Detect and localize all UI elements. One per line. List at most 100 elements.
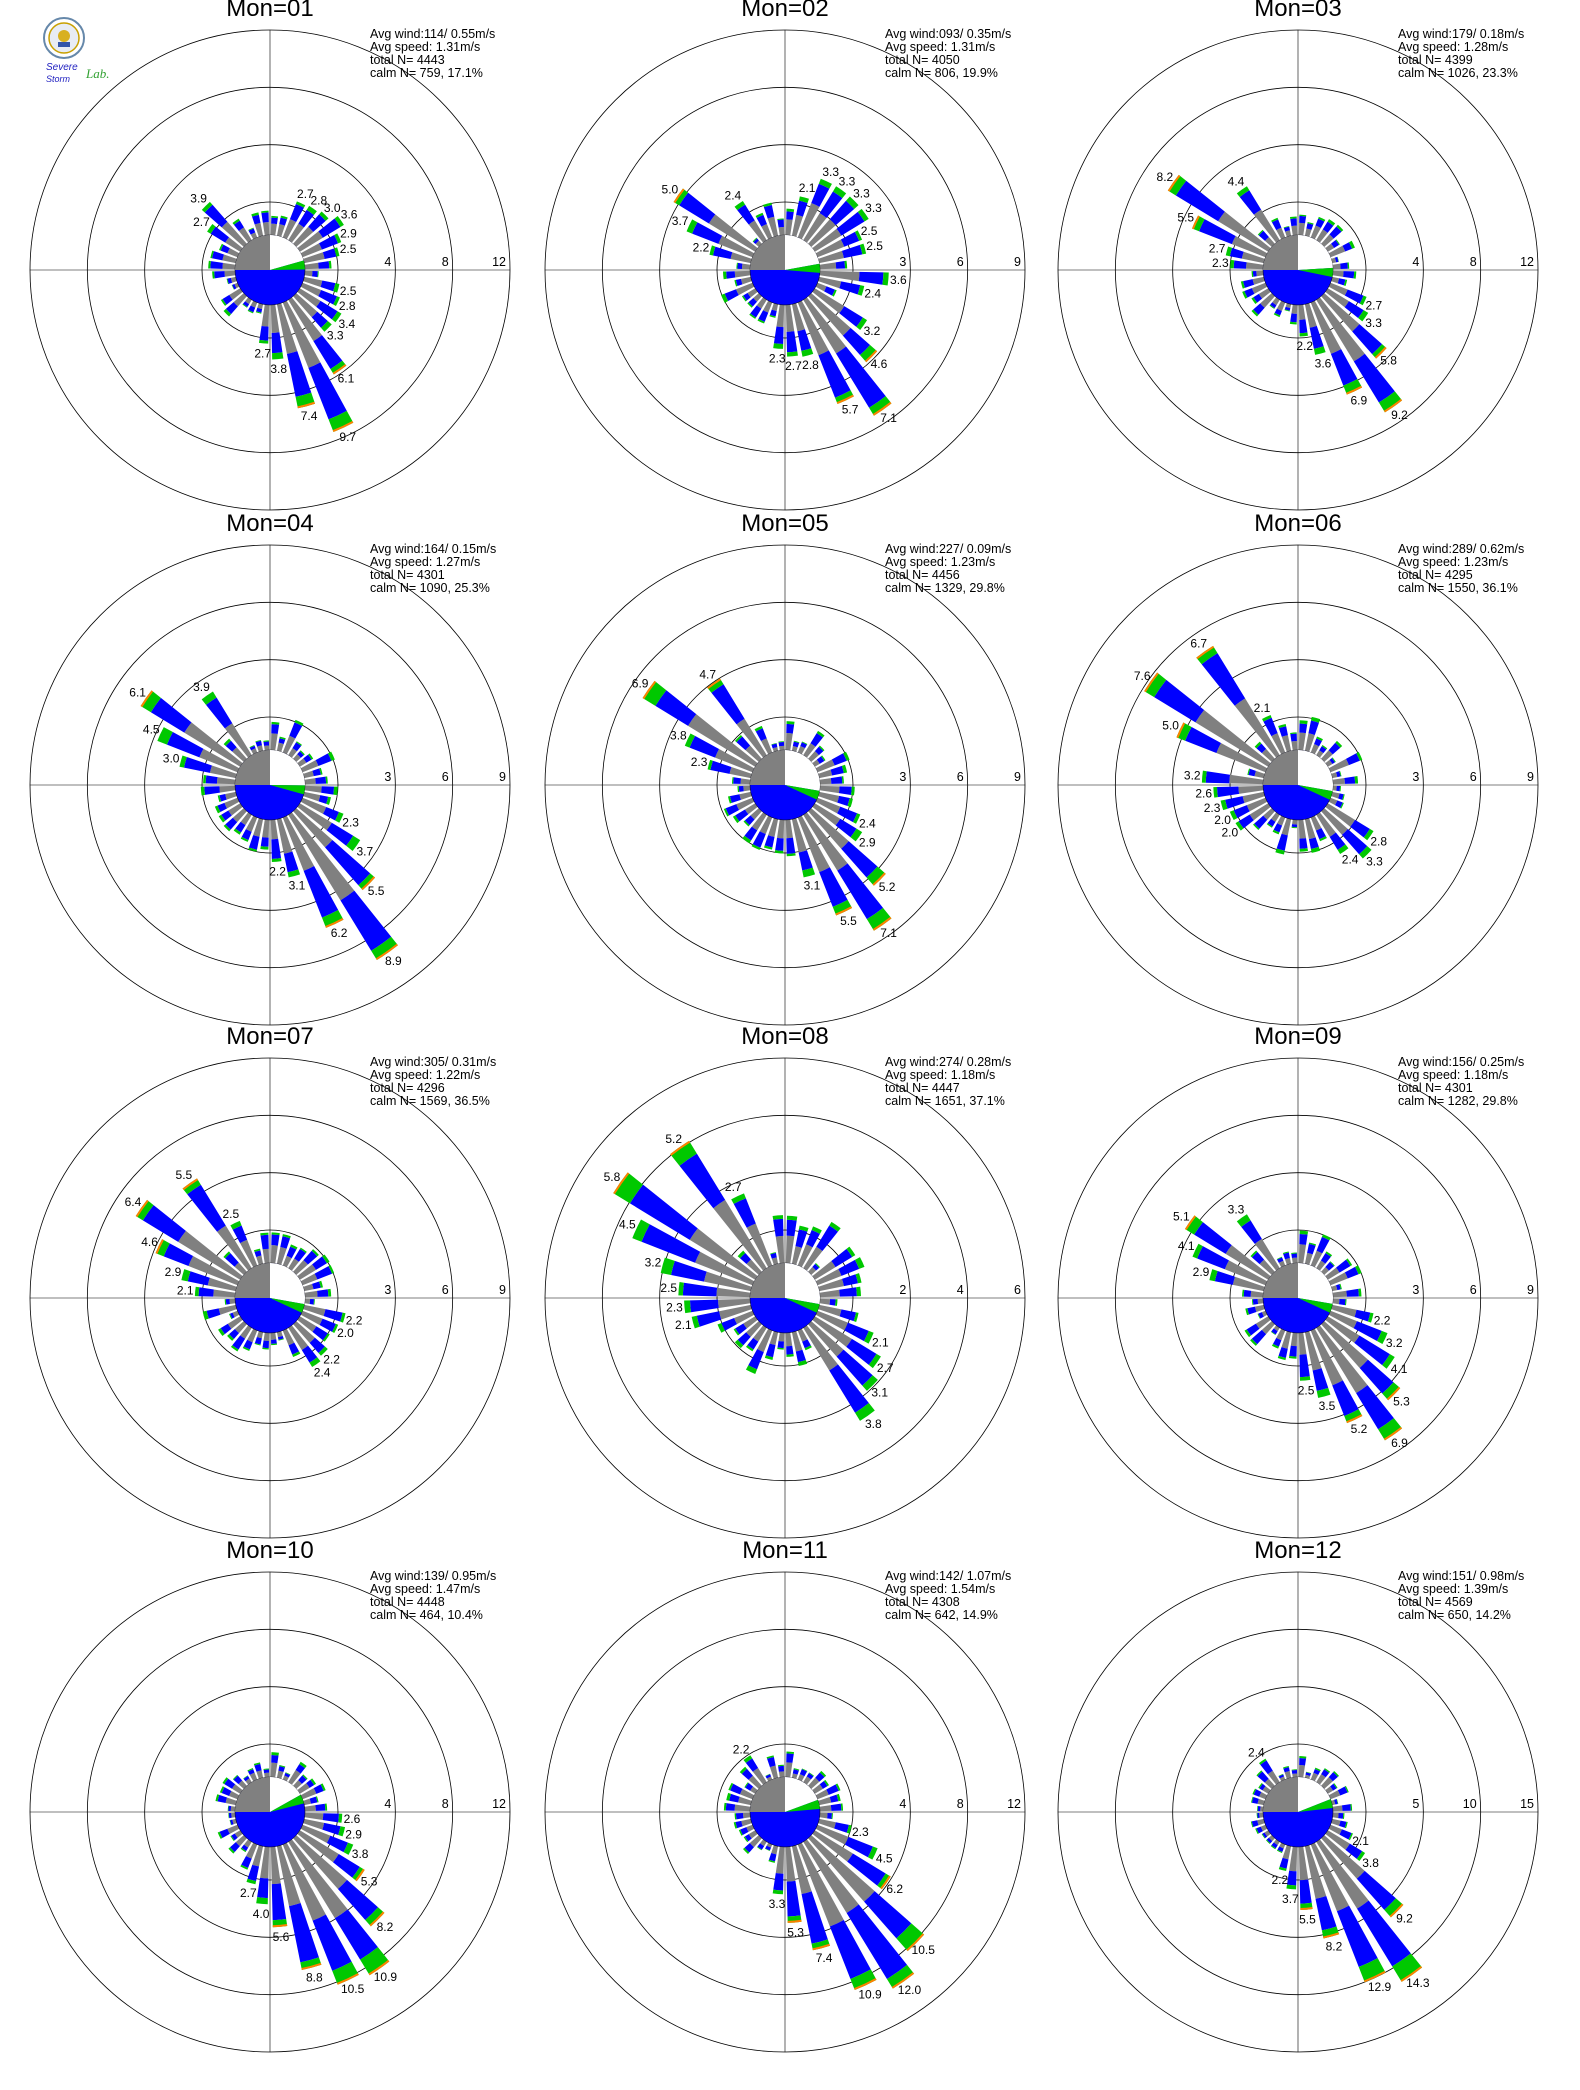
bar-value-label: 4.5: [143, 723, 160, 737]
stat-line: calm N= 642, 14.9%: [885, 1608, 998, 1622]
rose-bar-segment: [254, 1336, 262, 1345]
rose-bar-segment: [792, 1769, 799, 1775]
rose-bar-segment: [230, 1345, 239, 1352]
rose-bar-segment: [318, 261, 330, 269]
rose-bar-segment: [303, 276, 323, 288]
rose-bar-segment: [1384, 1898, 1404, 1918]
rose-bar-segment: [271, 858, 282, 863]
rose-bar-segment: [223, 824, 231, 832]
bar-value-label: 2.4: [725, 189, 742, 203]
rose-bar-segment: [1251, 1796, 1254, 1803]
ring-tick-label: 3: [384, 1283, 391, 1297]
rose-bar-segment: [1250, 1821, 1254, 1828]
rose-bar-segment: [246, 1878, 257, 1885]
rose-bar-segment: [846, 1824, 852, 1834]
rose-bar-segment: [1229, 774, 1264, 785]
rose-bar-segment: [1256, 1812, 1258, 1819]
rose-bar-segment: [1308, 837, 1319, 849]
chart-title: Mon=04: [226, 510, 313, 537]
rose-bar-segment: [673, 188, 689, 206]
rose-bar-segment: [1291, 1257, 1298, 1264]
stat-line: Avg speed: 1.28m/s: [1398, 40, 1508, 54]
bar-value-label: 6.9: [1391, 1436, 1408, 1450]
rose-bar-segment: [253, 1248, 261, 1252]
stat-line: total N= 4569: [1398, 1595, 1473, 1609]
rose-bar-segment: [867, 1846, 878, 1860]
rose-bar-segment: [773, 326, 784, 344]
rose-bar-segment: [231, 284, 235, 290]
stat-line: Avg speed: 1.23m/s: [885, 555, 995, 569]
rose-bar-segment: [336, 1973, 359, 1985]
rose-bar-segment: [1285, 1258, 1292, 1265]
bar-value-label: 5.6: [273, 1930, 290, 1944]
rose-bar-segment: [777, 1341, 784, 1349]
rose-bar-segment: [1273, 1325, 1280, 1332]
rose-bar-segment: [303, 1304, 326, 1317]
rose-bar-segment: [252, 1845, 264, 1867]
rose-bar-segment: [1332, 263, 1341, 270]
rose-bar-segment: [355, 1868, 365, 1882]
rose-bar-segment: [1277, 1257, 1284, 1263]
rose-bar-segment: [334, 1909, 378, 1960]
rose-bar-segment: [282, 300, 321, 368]
bar-value-label: 2.4: [1248, 1746, 1265, 1760]
rose-bar-segment: [836, 1793, 841, 1802]
rose-bar-segment: [276, 1331, 283, 1338]
rose-bar-segment: [1344, 289, 1364, 304]
rose-bar-segment: [279, 217, 288, 226]
rose-bar-segment: [1276, 1849, 1283, 1853]
rose-bar-segment: [1289, 1345, 1297, 1357]
rose-bar-segment: [1292, 1773, 1298, 1778]
rose-bar-segment: [752, 1767, 767, 1785]
rose-bar-segment: [1276, 300, 1286, 312]
bar-value-label: 5.5: [368, 884, 385, 898]
rose-bar-segment: [747, 288, 758, 298]
rose-bar-segment: [250, 232, 258, 240]
rose-bar-segment: [1310, 1328, 1343, 1386]
rose-bar-segment: [845, 196, 859, 210]
rose-bar-segment: [338, 1826, 346, 1837]
rose-bar-segment: [332, 1961, 359, 1985]
rose-bar-segment: [303, 865, 339, 918]
rose-bar-segment: [1383, 398, 1403, 413]
rose-bar-segment: [803, 1776, 812, 1785]
rose-bar-segment: [831, 1248, 853, 1268]
rose-bar-segment: [332, 1323, 339, 1334]
rose-bar-segment: [748, 220, 767, 243]
rose-bar-segment: [277, 1335, 284, 1340]
rose-bar-segment: [747, 302, 753, 308]
rose-bar-segment: [1300, 1906, 1313, 1911]
rose-bar-segment: [842, 327, 871, 356]
rose-bar-segment: [1299, 1756, 1307, 1759]
rose-bar-segment: [1251, 1820, 1259, 1828]
rose-bar-segment: [791, 746, 798, 752]
rose-bar-segment: [746, 1321, 762, 1337]
rose-bar-segment: [288, 1839, 348, 1919]
rose-bar-segment: [1331, 276, 1340, 284]
bar-value-label: 4.6: [871, 357, 888, 371]
rose-bar-segment: [240, 836, 249, 842]
rose-bar-segment: [1244, 288, 1255, 298]
ring-tick-label: 3: [899, 255, 906, 269]
rose-bar-segment: [818, 1278, 844, 1292]
rose-bar-segment: [808, 808, 849, 849]
rose-bar-segment: [1251, 1251, 1265, 1265]
rose-bar-segment: [135, 1199, 154, 1221]
rose-bar-segment: [1243, 279, 1255, 288]
rose-bar-segment: [719, 1304, 752, 1320]
ring-tick-label: 6: [442, 770, 449, 784]
rose-bar-segment: [304, 778, 316, 785]
rose-bar-segment: [300, 1273, 318, 1286]
rose-bar-segment: [816, 756, 825, 764]
bar-value-label: 5.7: [842, 403, 859, 417]
rose-bar-segment: [1308, 720, 1319, 735]
rose-bar-segment: [231, 1812, 236, 1818]
rose-bar-segment: [1252, 276, 1265, 285]
rose-bar-segment: [735, 278, 743, 287]
rose-bar-segment: [251, 212, 259, 217]
rose-bar-segment: [1225, 1245, 1271, 1280]
rose-bar-segment: [812, 1943, 830, 1951]
rose-bar-segment: [249, 744, 255, 748]
